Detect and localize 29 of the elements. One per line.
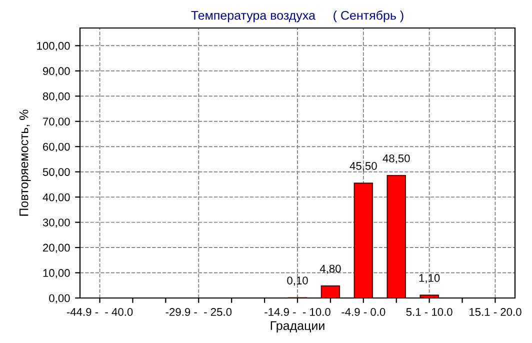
y-axis-title: Повторяемость, % (19, 110, 31, 216)
chart-title: Температура воздуха ( Сентябрь ) (191, 10, 404, 22)
y-tick-label: 90,00 (42, 67, 70, 76)
y-tick-label: 100,00 (37, 42, 70, 52)
y-tick-label: 50,00 (42, 168, 70, 178)
x-tick-label: -29.9 - - 25.0 (166, 308, 232, 316)
x-tick-label: -14.9 - - 10.0 (264, 308, 330, 316)
x-tick-label: 5.1 - 10.0 (406, 308, 452, 316)
bar (420, 294, 439, 298)
y-tick-label: 80,00 (42, 92, 70, 102)
x-tick-label: -44.9 - - 40.0 (66, 308, 133, 316)
y-tick-label: 60,00 (43, 142, 70, 152)
y-tick-label: 30,00 (42, 218, 70, 228)
y-tick-label: 10,00 (43, 269, 70, 278)
y-tick-label: 70,00 (43, 118, 70, 127)
y-tick-label: 40,00 (42, 193, 70, 203)
x-axis-title: Градации (270, 321, 324, 333)
data-label: 48,50 (382, 154, 410, 164)
data-label: 0,10 (287, 276, 308, 286)
x-tick-label: -4.9 - 0.0 (342, 308, 386, 316)
y-tick-label: 0,00 (49, 294, 70, 304)
x-tick-label: 15.1 - 20.0 (470, 308, 522, 316)
bar (354, 182, 374, 298)
y-tick-label: 20,00 (43, 244, 70, 253)
data-label: 45,50 (350, 162, 377, 172)
data-label: 1,10 (419, 274, 440, 284)
data-label: 4,80 (320, 264, 341, 274)
bar (320, 285, 340, 298)
bar (386, 175, 406, 298)
